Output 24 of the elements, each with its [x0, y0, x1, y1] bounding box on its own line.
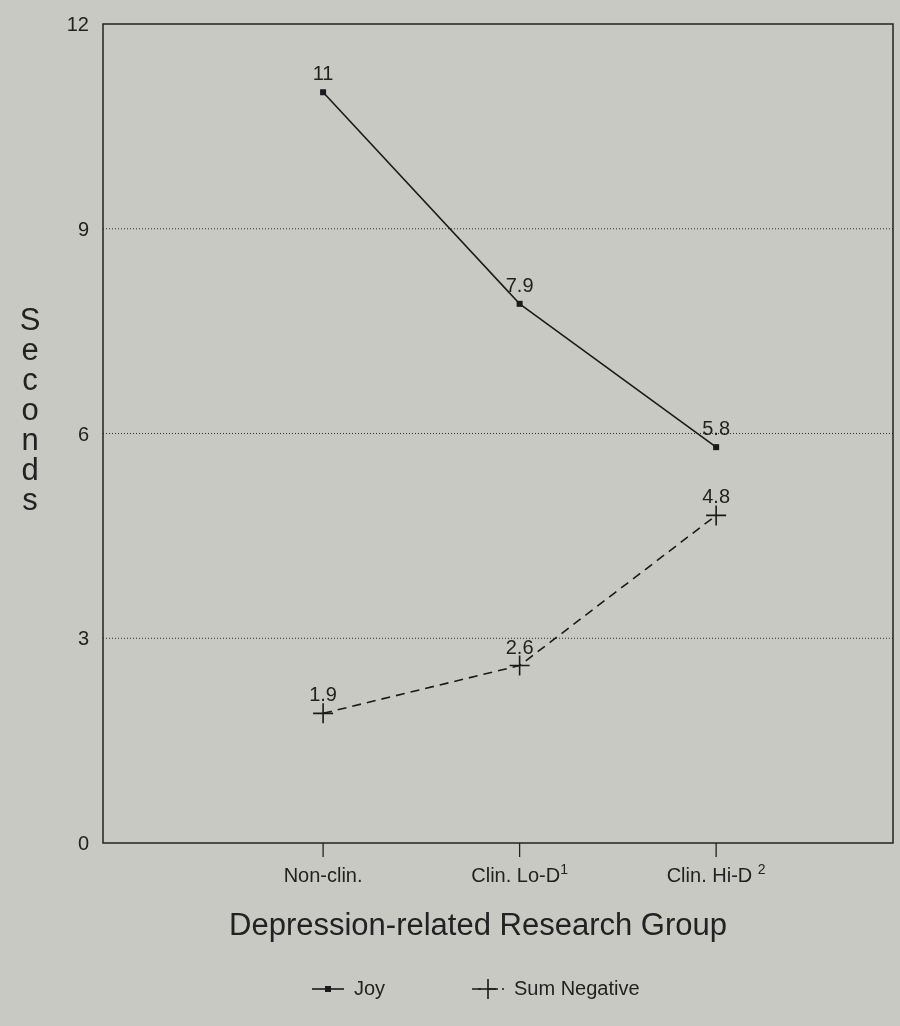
y-tick-label: 6: [77, 422, 89, 445]
data-label: 4.8: [702, 485, 731, 508]
data-label: 7.9: [505, 273, 534, 296]
data-label: 5.8: [702, 417, 731, 440]
legend-label: Joy: [354, 977, 386, 999]
y-tick-label: 12: [66, 13, 89, 35]
data-label: 11: [312, 62, 334, 85]
x-tick-label: Clin. Lo-D$^{1}$: [471, 861, 569, 886]
point: [312, 702, 334, 725]
y-tick-label: 9: [77, 217, 89, 240]
point: [508, 654, 531, 677]
x-tick-label: Clin. Hi-D $^{2}$: [666, 861, 766, 886]
x-axis-title: Depression-related Research Group: [229, 907, 727, 942]
data-label: 1.9: [309, 683, 338, 706]
point: [320, 89, 327, 96]
legend-label: Sum Negative: [514, 977, 640, 999]
point: [705, 504, 727, 527]
data-label: 2.6: [505, 635, 534, 658]
y-axis-title: Seconds: [19, 302, 41, 517]
x-tick-label: Non-clin.: [283, 864, 363, 886]
point: [516, 300, 523, 307]
point: [713, 444, 720, 451]
y-tick-label: 3: [77, 627, 89, 650]
y-tick-label: 0: [77, 832, 89, 854]
